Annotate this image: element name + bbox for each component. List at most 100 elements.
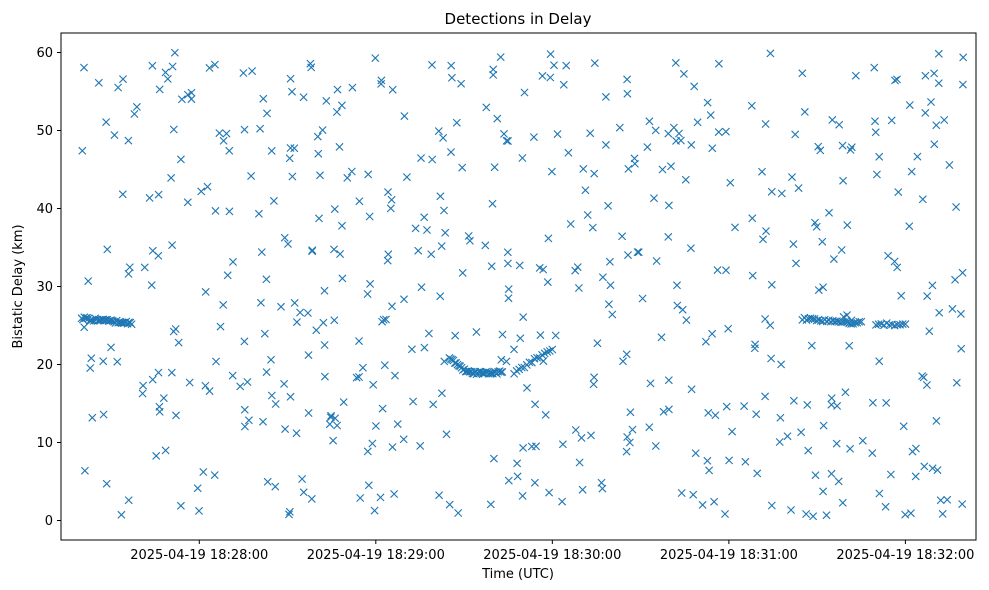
detection-marker	[920, 462, 929, 471]
detection-marker	[333, 421, 342, 430]
detection-marker	[802, 510, 811, 518]
detection-marker	[573, 263, 582, 272]
detection-marker	[154, 368, 163, 377]
detection-marker	[675, 129, 683, 138]
detection-marker	[928, 464, 937, 473]
detection-marker	[271, 400, 280, 408]
detection-marker	[239, 69, 248, 77]
detection-marker	[316, 171, 324, 180]
detection-marker	[423, 226, 431, 234]
detection-marker	[388, 302, 396, 311]
detection-marker	[503, 259, 512, 268]
detection-marker	[590, 373, 599, 382]
detection-marker	[618, 232, 627, 241]
detection-marker	[957, 344, 966, 353]
detection-marker	[176, 501, 185, 510]
detection-marker	[808, 314, 817, 323]
detection-marker	[84, 277, 93, 286]
detection-marker	[195, 506, 203, 515]
detection-marker	[140, 263, 149, 272]
detection-marker	[322, 96, 331, 105]
detection-marker	[107, 343, 115, 352]
detection-marker	[336, 250, 345, 258]
detection-marker	[447, 73, 456, 82]
detection-marker	[894, 188, 903, 197]
detection-marker	[147, 281, 156, 290]
detection-marker	[259, 417, 267, 426]
detection-marker	[725, 456, 734, 465]
detection-marker	[110, 131, 119, 140]
detection-marker	[201, 381, 210, 390]
detection-marker	[546, 50, 555, 59]
detection-marker	[262, 368, 271, 377]
detection-marker	[216, 322, 225, 331]
detection-marker	[875, 489, 884, 498]
detection-marker	[308, 246, 317, 255]
detection-marker	[708, 329, 717, 338]
detection-marker	[932, 121, 941, 130]
detection-marker	[383, 256, 392, 265]
detection-marker	[269, 196, 278, 205]
detection-marker	[605, 257, 614, 266]
detection-marker	[313, 132, 322, 141]
detection-marker	[751, 340, 760, 349]
detection-marker	[923, 292, 932, 301]
detection-marker	[304, 351, 313, 360]
detection-marker	[921, 71, 930, 80]
detection-marker	[530, 478, 539, 487]
detection-marker	[355, 197, 364, 206]
detection-marker	[402, 173, 411, 182]
detection-marker	[604, 300, 613, 309]
detection-marker	[197, 187, 206, 196]
detection-marker	[489, 65, 498, 74]
detection-marker	[819, 421, 828, 430]
detection-marker	[420, 343, 429, 352]
detection-marker	[163, 74, 172, 83]
detection-markers	[77, 48, 968, 521]
detection-marker	[490, 163, 499, 172]
detection-marker	[898, 320, 907, 329]
detection-marker	[223, 271, 232, 280]
detection-marker	[256, 124, 265, 133]
detection-marker	[837, 246, 846, 254]
detection-marker	[630, 154, 639, 163]
detection-marker	[766, 321, 775, 330]
detection-marker	[332, 108, 341, 116]
detection-marker	[368, 439, 377, 448]
detection-marker	[901, 320, 910, 329]
detection-marker	[893, 75, 901, 84]
detection-marker	[940, 116, 949, 124]
detection-marker	[825, 208, 833, 217]
detection-marker	[872, 170, 881, 179]
detection-marker	[767, 501, 776, 510]
detection-marker	[80, 63, 88, 72]
detection-marker	[285, 507, 294, 516]
detection-marker	[299, 93, 308, 102]
detection-marker	[775, 438, 784, 446]
detection-marker	[489, 454, 498, 463]
detection-marker	[263, 477, 272, 486]
detection-marker	[86, 364, 95, 373]
detection-marker	[855, 317, 864, 326]
detection-marker	[598, 273, 607, 282]
chart-title: Detections in Delay	[445, 10, 592, 28]
detection-marker	[376, 493, 385, 502]
detection-marker	[606, 281, 615, 290]
detection-marker	[811, 218, 819, 227]
detection-marker	[798, 69, 807, 78]
detection-marker	[288, 87, 296, 96]
detection-marker	[669, 123, 678, 132]
detection-marker	[312, 326, 321, 335]
detection-marker	[918, 195, 927, 204]
detection-marker	[899, 422, 908, 431]
detection-marker	[747, 101, 756, 110]
detection-marker	[458, 163, 467, 172]
detection-marker	[148, 246, 157, 255]
detection-marker	[388, 85, 397, 94]
detection-marker	[652, 257, 661, 265]
detection-marker	[857, 317, 866, 326]
detection-marker	[225, 146, 234, 155]
detection-marker	[335, 142, 344, 151]
detection-marker	[280, 379, 289, 388]
y-tick-label: 60	[36, 46, 53, 61]
